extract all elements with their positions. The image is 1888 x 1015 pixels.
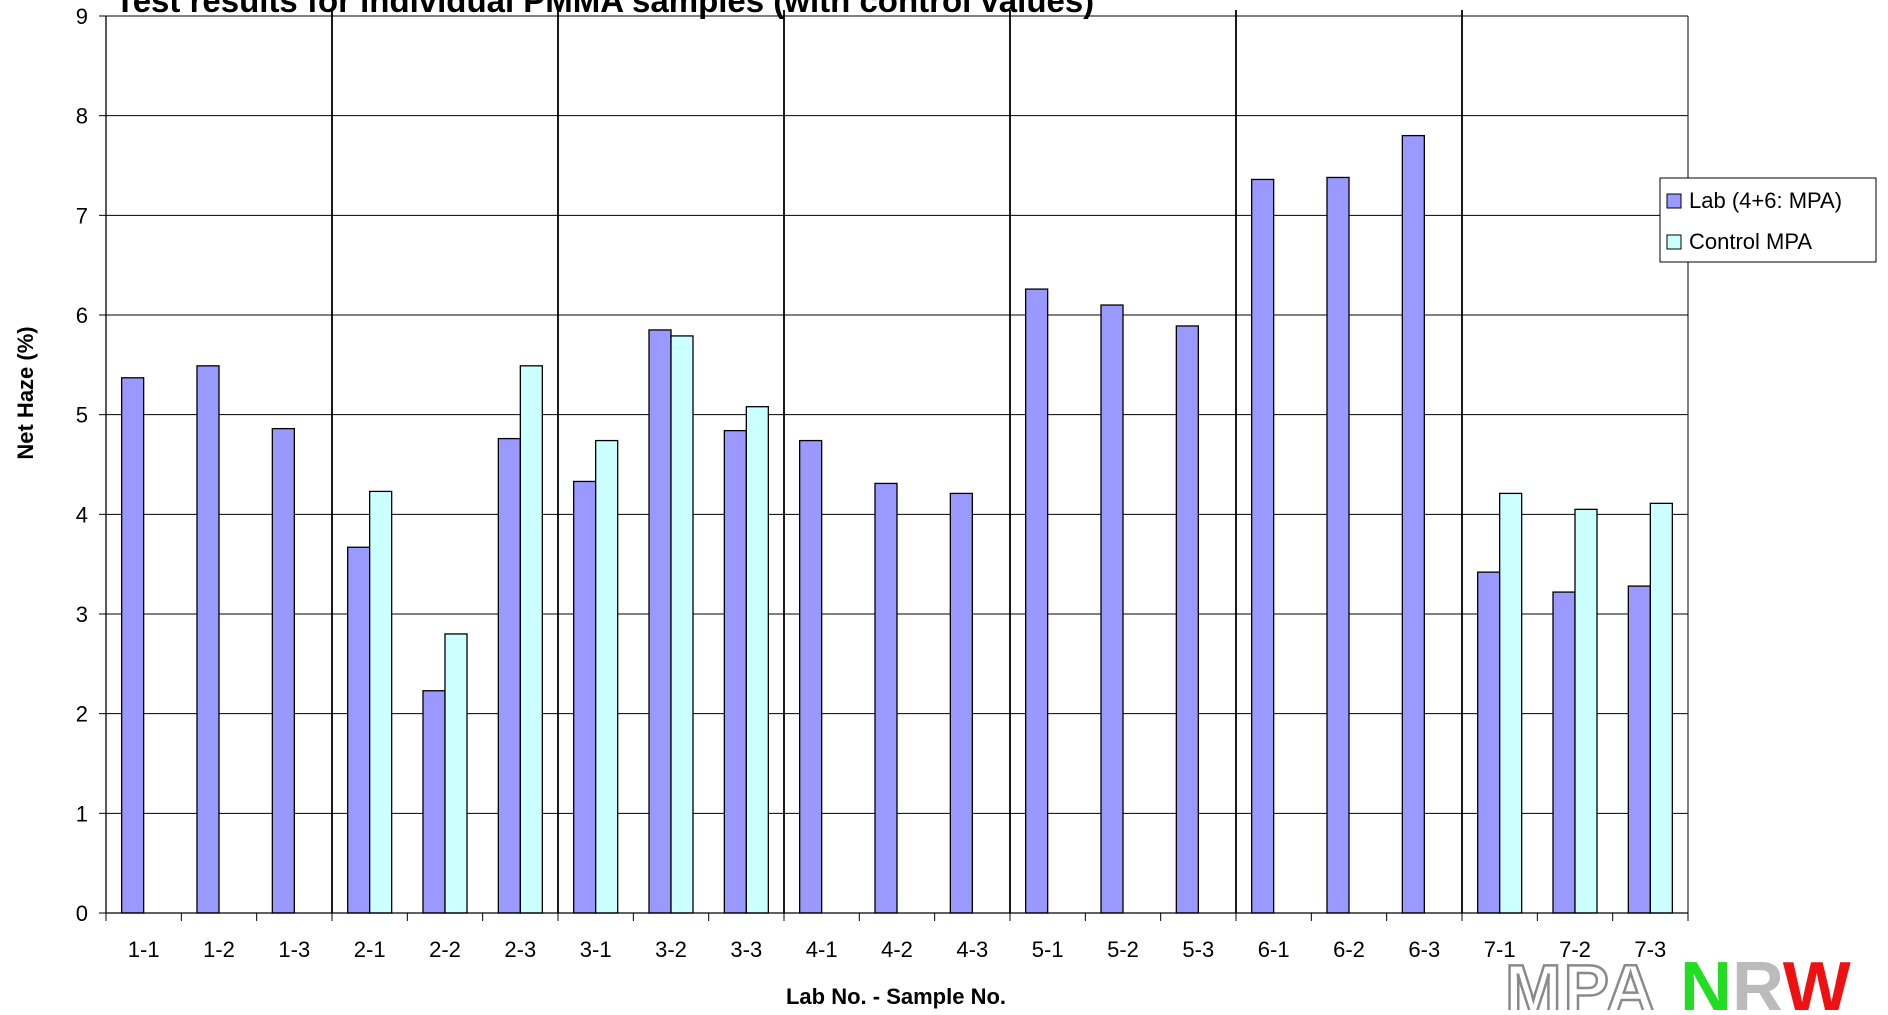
bar-lab-2-2 (422, 690, 446, 914)
legend: Lab (4+6: MPA) Control MPA (1659, 177, 1877, 263)
xtick-label-2-1: 2-1 (354, 937, 386, 962)
bar-control-7-3 (1649, 502, 1673, 914)
xtick-label-4-3: 4-3 (956, 937, 988, 962)
axes-layer (99, 15, 1689, 921)
ytick-label-4: 4 (76, 502, 88, 527)
xtick-label-2-3: 2-3 (504, 937, 536, 962)
bar-lab-3-1 (573, 480, 597, 914)
bar-lab-1-2 (196, 365, 220, 914)
bar-lab-7-1 (1477, 571, 1501, 914)
xtick-label-5-3: 5-3 (1182, 937, 1214, 962)
bar-lab-7-3 (1627, 585, 1651, 914)
bar-control-2-2 (444, 633, 468, 914)
ytick-label-6: 6 (76, 303, 88, 328)
bar-lab-4-1 (799, 439, 823, 914)
xtick-label-5-2: 5-2 (1107, 937, 1139, 962)
bar-lab-6-3 (1401, 134, 1425, 914)
bar-control-2-3 (519, 365, 543, 914)
bar-lab-3-2 (648, 329, 672, 914)
xtick-label-6-2: 6-2 (1333, 937, 1365, 962)
bar-control-7-1 (1499, 492, 1523, 914)
xtick-label-3-2: 3-2 (655, 937, 687, 962)
bar-control-2-1 (369, 490, 393, 914)
xtick-label-2-2: 2-2 (429, 937, 461, 962)
logo-mpa-text: MPA (1505, 951, 1657, 1010)
ytick-label-7: 7 (76, 203, 88, 228)
bars-layer (121, 134, 1673, 914)
logo-nrw-text: NRW (1680, 948, 1851, 1010)
xtick-label-1-1: 1-1 (128, 937, 160, 962)
bar-lab-4-2 (874, 482, 898, 914)
ytick-label-9: 9 (76, 4, 88, 29)
xtick-label-6-1: 6-1 (1258, 937, 1290, 962)
xtick-label-3-3: 3-3 (730, 937, 762, 962)
bar-lab-7-2 (1552, 591, 1576, 914)
chart-title: Test results for individual PMMA samples… (115, 0, 1094, 19)
ytick-label-1: 1 (76, 801, 88, 826)
xtick-label-7-3: 7-3 (1634, 937, 1666, 962)
y-tick-labels: 0 1 2 3 4 5 6 7 8 9 (76, 4, 88, 926)
legend-swatch-control (1666, 234, 1682, 250)
ytick-label-3: 3 (76, 602, 88, 627)
xtick-label-4-2: 4-2 (881, 937, 913, 962)
bar-control-3-1 (595, 439, 619, 914)
mpa-nrw-logo: MPA NRW (1504, 948, 1851, 1015)
bar-lab-3-3 (723, 429, 747, 914)
legend-label-lab: Lab (4+6: MPA) (1689, 188, 1842, 213)
xtick-label-1-2: 1-2 (203, 937, 235, 962)
group-separators (331, 10, 1463, 913)
ytick-label-2: 2 (76, 702, 88, 727)
bar-lab-1-3 (271, 427, 295, 914)
bar-control-3-3 (745, 406, 769, 914)
bar-lab-6-1 (1251, 178, 1275, 914)
bar-lab-5-1 (1025, 288, 1049, 914)
bar-lab-4-3 (949, 492, 973, 914)
x-tick-labels: 1-1 1-2 1-3 2-1 2-2 2-3 3-1 3-2 3-3 4-1 4-2 4-3 5-1 5… (128, 937, 1666, 962)
ytick-label-5: 5 (76, 403, 88, 428)
bar-lab-5-3 (1175, 325, 1199, 914)
xtick-label-5-1: 5-1 (1032, 937, 1064, 962)
xtick-label-4-1: 4-1 (806, 937, 838, 962)
xtick-label-7-2: 7-2 (1559, 937, 1591, 962)
xtick-label-6-3: 6-3 (1408, 937, 1440, 962)
legend-box (1659, 177, 1877, 263)
ytick-label-0: 0 (76, 901, 88, 926)
bar-lab-2-3 (497, 437, 521, 914)
ytick-label-8: 8 (76, 104, 88, 129)
xtick-label-7-1: 7-1 (1484, 937, 1516, 962)
xtick-label-1-3: 1-3 (278, 937, 310, 962)
x-axis-label: Lab No. - Sample No. (786, 984, 1006, 1009)
y-axis-label: Net Haze (%) (13, 326, 38, 459)
bar-lab-5-2 (1100, 304, 1124, 914)
bar-control-3-2 (670, 335, 694, 914)
xtick-label-3-1: 3-1 (580, 937, 612, 962)
legend-label-control: Control MPA (1689, 229, 1812, 254)
bar-lab-6-2 (1326, 176, 1350, 914)
bar-lab-2-1 (347, 546, 371, 914)
legend-swatch-lab (1666, 193, 1682, 209)
bar-control-7-2 (1574, 508, 1598, 914)
bar-lab-1-1 (121, 377, 145, 914)
